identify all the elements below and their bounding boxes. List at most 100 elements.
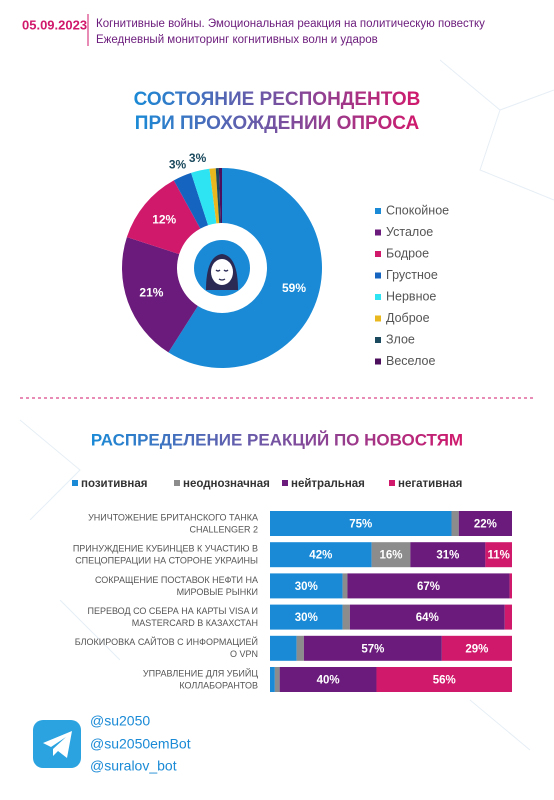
legend-swatch [375,337,381,343]
bar-segment [270,667,275,692]
legend-label: Нервное [386,289,436,303]
legend-swatch [375,251,381,257]
bar-segment [296,635,304,661]
bar-segment [347,573,510,599]
handle: @su2050 [90,713,150,729]
bar-label: 29% [465,643,488,655]
legend-label: Доброе [386,311,430,325]
legend-swatch [375,315,381,322]
bar-segment [371,542,411,568]
slice-label: 21% [139,286,163,300]
network-decoration [19,59,554,751]
bar-segment [279,667,377,692]
bar-segment [458,511,512,536]
bar-label: 42% [309,550,332,562]
bar-segment [451,511,459,536]
category-label: ПРИНУЖДЕНИЕ КУБИНЦЕВ К УЧАСТИЮ В [73,544,258,554]
category-label: СПЕЦОПЕРАЦИИ НА СТОРОНЕ УКРАИНЫ [75,556,258,566]
header-line: Когнитивные войны. Эмоциональная реакция… [96,18,485,30]
donut-chart: 59% Спокойное 21% Усталое 12% Бодрое 3% Грустно… [121,151,449,368]
bar-label: 31% [436,550,459,562]
bar-label: 11% [487,550,509,562]
legend-label: Бодрое [386,246,429,260]
donut-slice [218,168,222,224]
bar-label: 16% [379,550,402,562]
handle: @suralov_bot [90,758,177,774]
donut-slice [173,172,209,229]
legend-label: нейтральная [291,478,365,490]
legend-swatch [72,480,78,486]
category-label: УНИЧТОЖЕНИЕ БРИТАНСКОГО ТАНКА [88,512,258,522]
category-label: О VPN [230,649,258,659]
chart-title: РАСПРЕДЕЛЕНИЕ РЕАКЦИЙ ПО НОВОСТЯМ [91,430,463,449]
legend-swatch [375,272,381,279]
bar-segment [270,635,297,661]
handle: @su2050emBot [90,736,191,752]
bar-segment [274,667,280,692]
telegram-icon [33,720,81,768]
legend-label: позитивная [81,478,147,490]
center-icon [194,240,250,296]
bar-label: 56% [433,675,456,687]
category-label: СОКРАЩЕНИЕ ПОСТАВОК НЕФТИ НА [95,575,258,585]
slice-label: 59% [282,281,306,295]
bar-segment [342,604,350,630]
legend-swatch [375,294,381,300]
slice-label: 3% [189,151,207,165]
chart-title: СОСТОЯНИЕ РЕСПОНДЕНТОВ [134,89,421,110]
legend-label: негативная [398,478,462,490]
chart-title: ПРИ ПРОХОЖДЕНИИ ОПРОСА [135,113,420,134]
donut-slice [215,168,221,224]
legend-swatch [375,229,381,236]
donut-slice [126,180,201,255]
legend-swatch [375,208,381,214]
bar-segment [485,542,512,568]
bar-segment [270,604,343,630]
legend-label: Грустное [386,268,438,282]
donut-slice [209,168,220,224]
legend-label: неоднозначная [183,478,270,490]
donut-slice [191,168,217,226]
donut-slice [121,237,198,353]
bar-segment [410,542,486,568]
bar-segment [441,635,512,661]
legend-label: Спокойное [386,203,449,217]
category-label: КОЛЛАБОРАНТОВ [179,680,258,690]
bar-segment [270,511,452,536]
bar-label: 67% [417,581,440,593]
bar-segment [303,635,442,661]
legend-swatch [282,480,288,486]
bar-segment [376,667,512,692]
bar-segment [504,604,512,630]
slice-label: 3% [169,157,187,171]
category-label: MASTERCARD В КАЗАХСТАН [132,618,258,628]
legend-label: Веселое [386,354,435,368]
bar-segment [342,573,348,599]
bar-label: 57% [361,643,384,655]
legend-label: Злое [386,332,415,346]
bar-label: 30% [295,581,318,593]
legend-swatch [174,480,180,486]
donut-slice [168,168,322,368]
legend-label: Усталое [386,225,433,239]
category-label: МИРОВЫЕ РЫНКИ [177,587,258,597]
bar-label: 22% [474,519,497,531]
bar-segment [270,573,343,599]
legend-swatch [375,358,381,365]
category-label: ПЕРЕВОД СО СБЕРА НА КАРТЫ VISA И [88,606,259,616]
header-line: Ежедневный мониторинг когнитивных волн и… [96,34,378,46]
bar-label: 64% [416,612,439,624]
category-label: УПРАВЛЕНИЕ ДЛЯ УБИЙЦ [143,667,258,678]
legend-swatch [389,480,395,486]
bar-segment [270,542,372,568]
bar-segment [509,573,512,599]
date: 05.09.2023 [22,17,87,32]
category-label: CHALLENGER 2 [189,524,258,534]
bar-label: 75% [349,519,372,531]
slice-label: 12% [152,212,176,226]
bar-label: 30% [295,612,318,624]
bar-label: 40% [317,675,340,687]
category-label: БЛОКИРОВКА САЙТОВ С ИНФОРМАЦИЕЙ [75,636,258,647]
